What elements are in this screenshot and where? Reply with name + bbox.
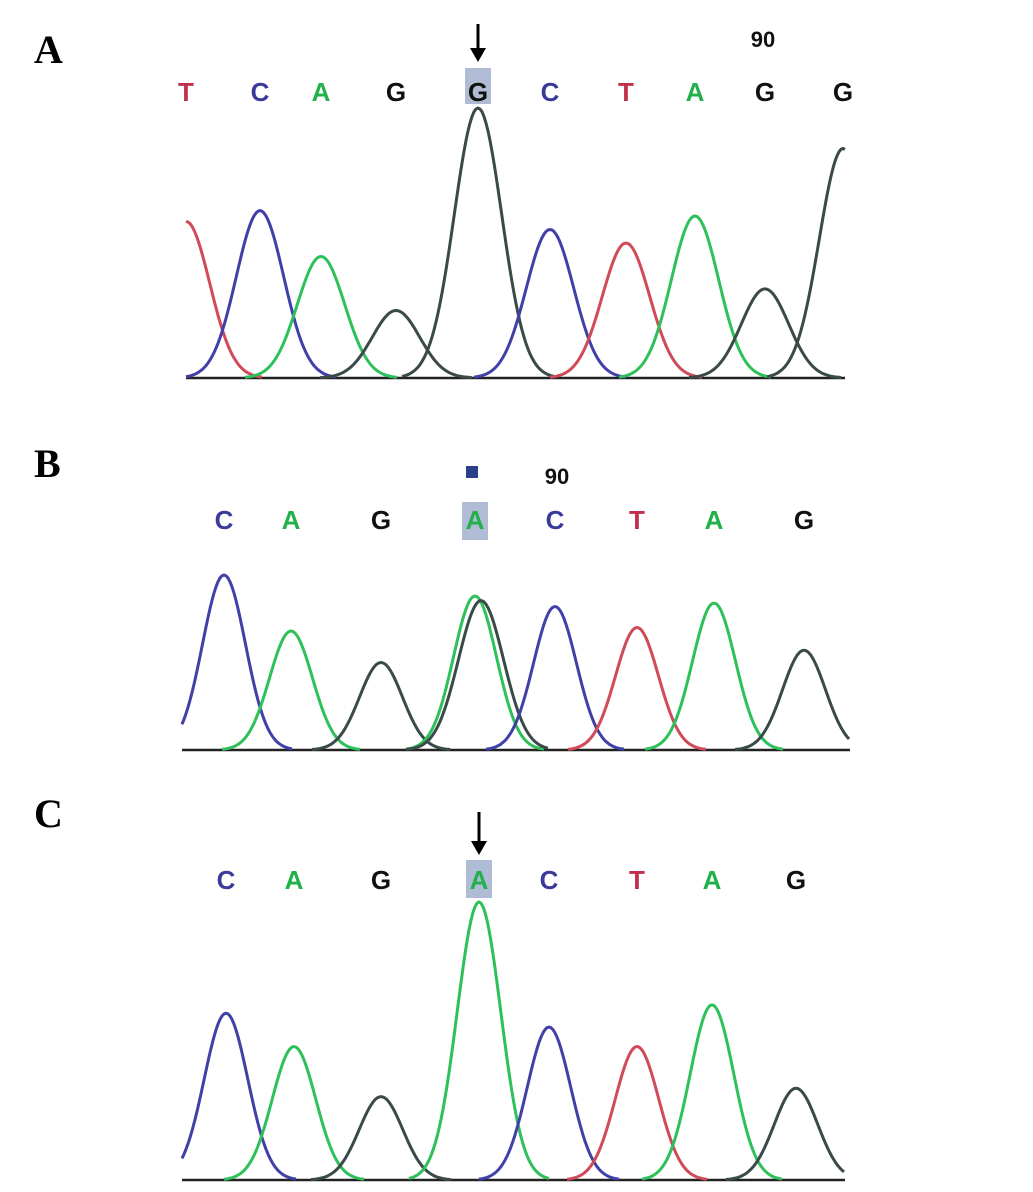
position-label: 90 bbox=[751, 27, 775, 52]
peak-t bbox=[566, 1045, 708, 1181]
panel-a-letter: A bbox=[34, 27, 63, 72]
panel-b: C A G A C T A G 90 bbox=[180, 464, 851, 752]
peak-c bbox=[185, 209, 337, 379]
base-call-t: T bbox=[629, 505, 645, 535]
peak-g bbox=[734, 648, 851, 751]
peak-t bbox=[185, 219, 263, 379]
peak-c bbox=[473, 227, 627, 379]
base-call-a: A bbox=[703, 865, 722, 895]
peak-t bbox=[567, 626, 707, 751]
panel-a: T C A G G C T A G G 90 bbox=[178, 24, 853, 380]
peak-c bbox=[485, 605, 625, 751]
base-call-g: G bbox=[371, 505, 391, 535]
peak-g bbox=[319, 308, 473, 380]
base-call-t: T bbox=[178, 77, 194, 107]
base-call-a: A bbox=[466, 505, 485, 535]
arrow-head-icon bbox=[471, 841, 487, 855]
highlight-box bbox=[466, 860, 492, 898]
highlight-box bbox=[465, 68, 491, 104]
base-call-a: A bbox=[282, 505, 301, 535]
square-marker-icon bbox=[466, 466, 478, 478]
peak-g bbox=[766, 146, 846, 379]
base-call-t: T bbox=[618, 77, 634, 107]
base-call-c: C bbox=[215, 505, 234, 535]
base-call-g: G bbox=[755, 77, 775, 107]
peak-overlap-g bbox=[405, 599, 549, 751]
peak-g bbox=[688, 287, 842, 379]
position-label: 90 bbox=[545, 464, 569, 489]
base-call-c: C bbox=[541, 77, 560, 107]
highlight-box bbox=[462, 502, 488, 540]
base-call-a: A bbox=[705, 505, 724, 535]
peak-g bbox=[310, 1095, 452, 1181]
peak-a bbox=[618, 214, 772, 379]
base-call-g: G bbox=[794, 505, 814, 535]
panel-c-letter: C bbox=[34, 791, 63, 836]
base-call-a: A bbox=[470, 865, 489, 895]
base-call-c: C bbox=[546, 505, 565, 535]
base-call-a: A bbox=[686, 77, 705, 107]
base-call-c: C bbox=[217, 865, 236, 895]
peak-c bbox=[478, 1025, 620, 1181]
base-call-t: T bbox=[629, 865, 645, 895]
base-call-g: G bbox=[833, 77, 853, 107]
peak-a bbox=[244, 254, 398, 379]
peak-a bbox=[641, 1003, 783, 1181]
peak-a bbox=[644, 601, 784, 751]
peak-t bbox=[549, 241, 703, 379]
base-call-c: C bbox=[540, 865, 559, 895]
peak-g bbox=[401, 106, 555, 378]
base-call-a: A bbox=[285, 865, 304, 895]
peak-g bbox=[725, 1086, 845, 1181]
panel-b-letter: B bbox=[34, 441, 61, 486]
peak-c bbox=[180, 573, 293, 751]
base-call-a: A bbox=[312, 77, 331, 107]
peak-c bbox=[180, 1011, 297, 1181]
peak-a bbox=[221, 629, 361, 751]
peak-a bbox=[405, 594, 545, 751]
peak-a bbox=[408, 900, 550, 1180]
base-call-c: C bbox=[251, 77, 270, 107]
base-call-g: G bbox=[468, 77, 488, 107]
base-call-g: G bbox=[386, 77, 406, 107]
base-call-g: G bbox=[786, 865, 806, 895]
base-call-g: G bbox=[371, 865, 391, 895]
arrow-head-icon bbox=[470, 48, 486, 62]
